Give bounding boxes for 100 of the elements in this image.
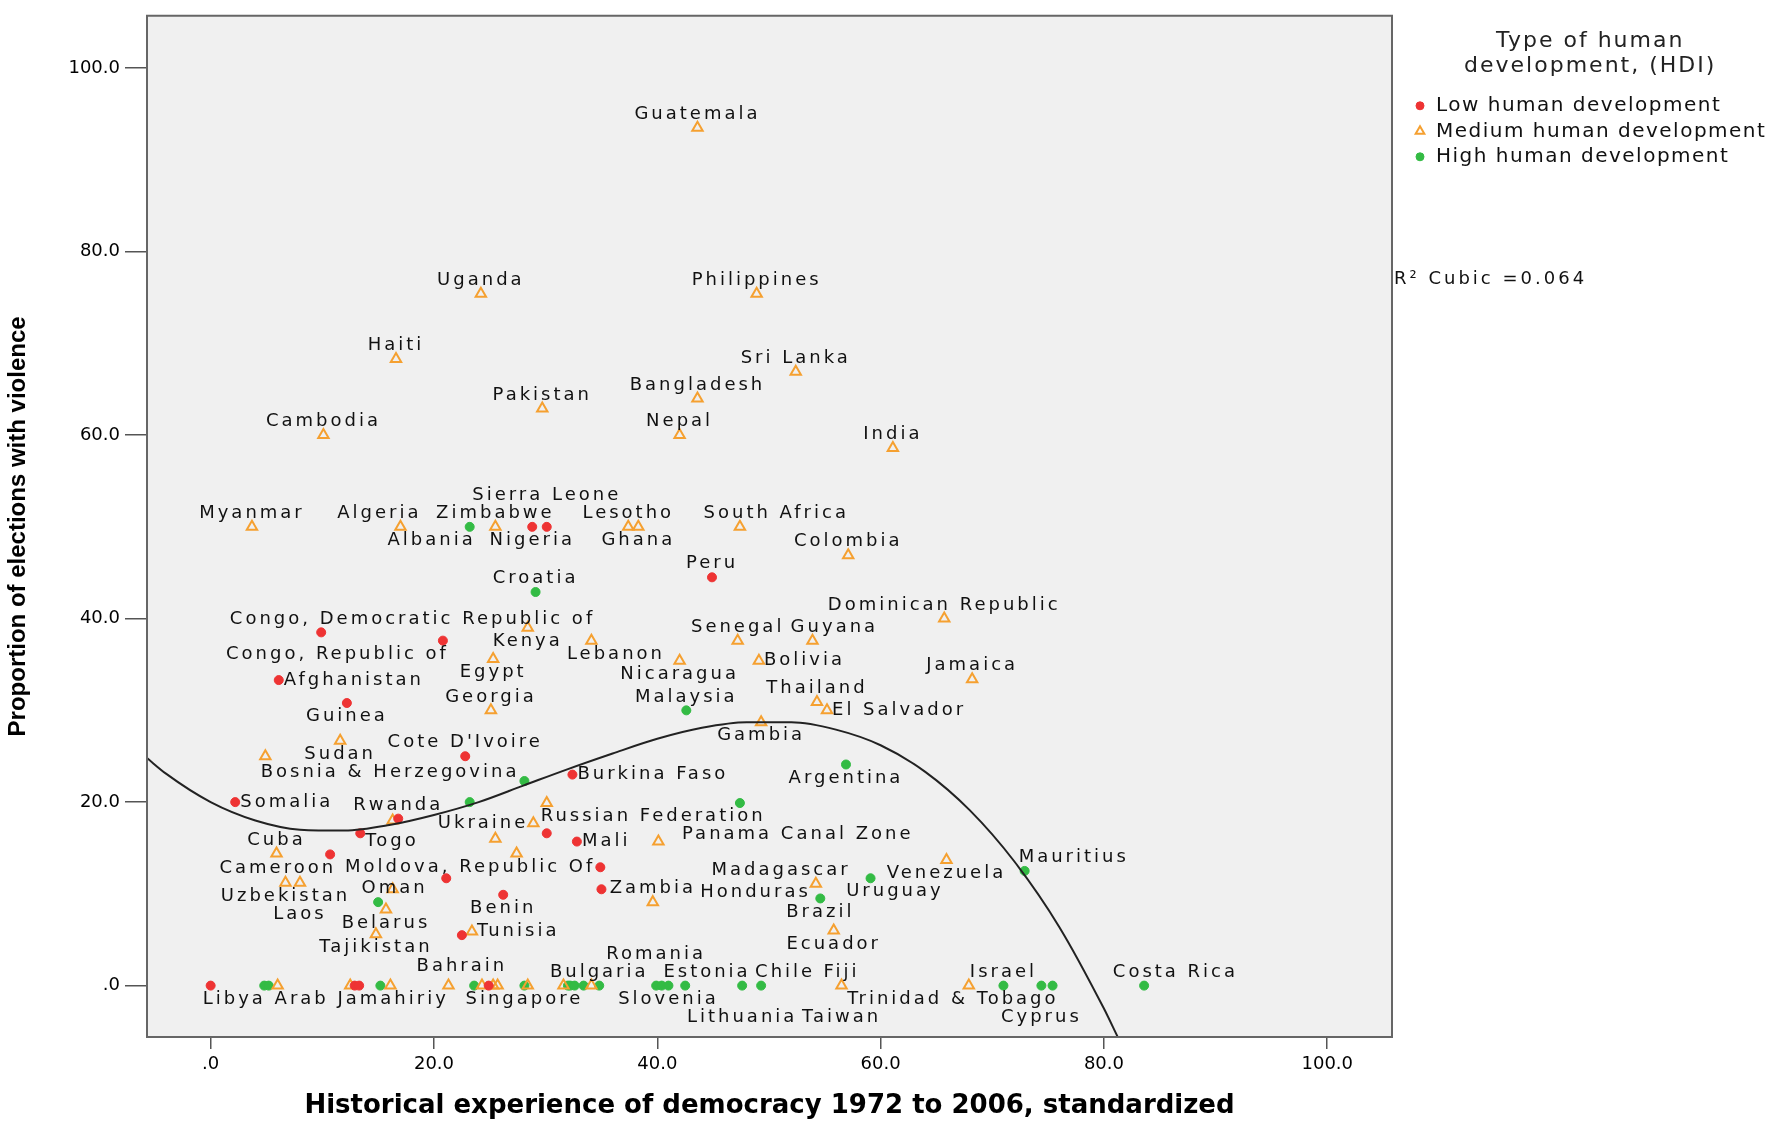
annotation: Israel bbox=[969, 959, 1038, 981]
annotation: Dominican Republic bbox=[827, 592, 1061, 614]
y-tick-label: 20.0 bbox=[79, 789, 120, 811]
annotation: Bahrain bbox=[416, 954, 508, 976]
legend-title: Type of human development, (HDI) bbox=[1464, 26, 1717, 77]
annotation: Myanmar bbox=[199, 501, 305, 523]
x-tick-label: 100.0 bbox=[1301, 1052, 1353, 1074]
point bbox=[441, 873, 452, 884]
point bbox=[681, 705, 692, 716]
legend-label: Low human development bbox=[1436, 92, 1722, 116]
annotation: Mauritius bbox=[1018, 845, 1129, 867]
point bbox=[571, 836, 582, 847]
annotation: Thailand bbox=[765, 676, 868, 698]
x-tick-label: 20.0 bbox=[413, 1052, 454, 1074]
point bbox=[865, 873, 876, 884]
point bbox=[205, 980, 216, 991]
point bbox=[707, 572, 717, 583]
annotation: Cote D'Ivoire bbox=[387, 730, 543, 752]
annotation: Guatemala bbox=[634, 101, 761, 123]
annotation: Jamaica bbox=[925, 653, 1019, 675]
annotation: Cambodia bbox=[265, 409, 381, 431]
annotation: Croatia bbox=[492, 566, 579, 588]
y-tick-label: 60.0 bbox=[79, 422, 120, 444]
annotation: Cuba bbox=[247, 827, 306, 849]
point bbox=[316, 627, 327, 638]
annotation: Congo, Democratic Republic of bbox=[229, 606, 596, 628]
annotation: Peru bbox=[685, 551, 739, 573]
point bbox=[375, 980, 386, 991]
point bbox=[230, 797, 241, 808]
annotation: Albania bbox=[387, 528, 476, 550]
annotation: Gambia bbox=[717, 723, 806, 745]
point bbox=[1036, 980, 1047, 991]
annotation: Haiti bbox=[367, 333, 425, 355]
annotation: Bosnia & Herzegovina bbox=[260, 760, 520, 782]
point bbox=[437, 635, 448, 646]
annotation: Bangladesh bbox=[629, 372, 766, 394]
annotation: Nigeria bbox=[489, 528, 575, 550]
annotation: Pakistan bbox=[492, 382, 592, 404]
point bbox=[393, 813, 404, 824]
annotation: Sri Lanka bbox=[740, 345, 851, 367]
y-tick-label: 100.0 bbox=[68, 55, 120, 77]
annotation: Moldova, Republic Of bbox=[345, 854, 596, 876]
annotation: Guyana bbox=[790, 614, 879, 636]
annotation: Georgia bbox=[445, 684, 537, 706]
point bbox=[456, 930, 467, 941]
annotation: Congo, Republic of bbox=[226, 641, 449, 663]
annotation: Chile bbox=[755, 959, 816, 981]
annotation: Kenya bbox=[492, 628, 563, 650]
annotation: Tajikistan bbox=[318, 935, 433, 957]
x-axis-title: Historical experience of democracy 1972 to 2006, standardized bbox=[304, 1089, 1235, 1120]
annotation: Benin bbox=[470, 895, 537, 917]
point bbox=[483, 980, 494, 991]
annotation: Cameroon bbox=[219, 855, 337, 877]
point bbox=[530, 587, 541, 597]
annotation: Afghanistan bbox=[283, 667, 424, 689]
y-tick-label: 40.0 bbox=[79, 606, 120, 628]
annotation: Guinea bbox=[305, 704, 388, 726]
y-tick-label: .0 bbox=[102, 973, 120, 995]
point bbox=[498, 889, 509, 900]
annotation: Colombia bbox=[793, 529, 903, 551]
x-tick-label: 40.0 bbox=[637, 1052, 678, 1074]
point bbox=[273, 675, 284, 686]
annotation: Algeria bbox=[337, 501, 422, 523]
y-tick-label: 80.0 bbox=[79, 239, 120, 261]
annotation: South Africa bbox=[703, 501, 849, 523]
annotation: Togo bbox=[364, 829, 419, 851]
legend-label: High human development bbox=[1436, 143, 1730, 167]
annotation: India bbox=[863, 422, 923, 444]
point bbox=[567, 769, 578, 780]
point bbox=[596, 884, 607, 895]
point bbox=[1139, 980, 1150, 991]
point bbox=[815, 893, 826, 904]
point bbox=[737, 980, 748, 991]
annotation: Nepal bbox=[646, 409, 714, 431]
x-tick-label: 80.0 bbox=[1083, 1052, 1124, 1074]
annotation: Brazil bbox=[786, 899, 855, 921]
point bbox=[1047, 980, 1058, 991]
point bbox=[373, 897, 384, 908]
annotation: Fiji bbox=[823, 959, 860, 981]
point bbox=[541, 828, 552, 839]
point bbox=[325, 849, 336, 860]
x-tick-label: 60.0 bbox=[860, 1052, 901, 1074]
point bbox=[756, 980, 767, 991]
annotation: Zambia bbox=[609, 876, 696, 898]
annotation: Argentina bbox=[788, 765, 904, 787]
annotation: Mali bbox=[581, 829, 631, 851]
legend-label: Medium human development bbox=[1436, 117, 1767, 142]
point bbox=[595, 862, 606, 873]
annotation: Burkina Faso bbox=[577, 762, 729, 784]
annotation: Madagascar bbox=[711, 857, 851, 879]
annotation: Belarus bbox=[341, 910, 431, 932]
annotation: Sudan bbox=[304, 741, 377, 763]
annotation: Tunisia bbox=[475, 919, 560, 941]
annotation: Costa Rica bbox=[1112, 959, 1239, 981]
annotation: Philippines bbox=[691, 267, 822, 289]
annotation: Ghana bbox=[601, 528, 676, 550]
point bbox=[464, 521, 475, 532]
annotation: Malaysia bbox=[634, 684, 738, 706]
annotation: Bolivia bbox=[763, 648, 845, 670]
annotation: Libya Arab Jamahiriy bbox=[202, 986, 449, 1008]
